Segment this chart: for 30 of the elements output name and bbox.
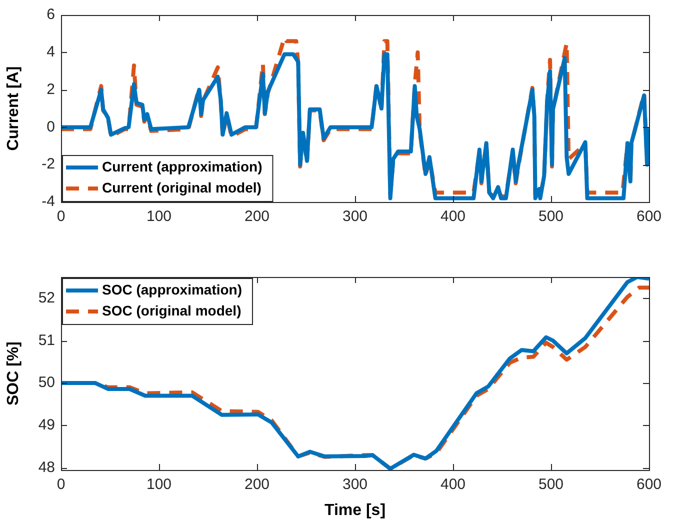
legend-label: SOC (approximation) bbox=[102, 281, 242, 298]
y-tick-label: 49 bbox=[38, 416, 55, 434]
x-tick-label: 100 bbox=[146, 476, 172, 494]
x-tick-label: 600 bbox=[636, 476, 662, 494]
x-tick-label: 400 bbox=[440, 208, 466, 226]
x-axis-title: Time [s] bbox=[324, 502, 386, 519]
x-tick-label: 300 bbox=[342, 476, 368, 494]
y-tick-label: 6 bbox=[46, 6, 55, 24]
y-tick-label: 51 bbox=[38, 332, 55, 349]
legend-label: Current (original model) bbox=[102, 179, 262, 196]
x-tick-label: 500 bbox=[538, 208, 564, 226]
y-tick-label: -4 bbox=[42, 193, 55, 210]
y-tick-label: 0 bbox=[46, 118, 55, 136]
y-tick-label: -2 bbox=[42, 156, 55, 173]
y-tick-label: 50 bbox=[38, 374, 55, 392]
x-tick-label: 100 bbox=[146, 208, 172, 226]
x-tick-label: 400 bbox=[440, 476, 466, 494]
y-axis-title: SOC [%] bbox=[5, 342, 22, 406]
x-tick-label: 200 bbox=[244, 208, 270, 226]
y-tick-label: 4 bbox=[46, 44, 55, 61]
legend-label: SOC (original model) bbox=[102, 302, 242, 318]
x-tick-label: 300 bbox=[342, 208, 368, 226]
y-tick-label: 2 bbox=[46, 80, 55, 98]
x-tick-label: 600 bbox=[636, 208, 662, 226]
y-tick-label: 48 bbox=[38, 459, 55, 476]
x-tick-label: 200 bbox=[244, 476, 270, 494]
x-tick-label: 500 bbox=[538, 476, 564, 494]
y-axis-title: Current [A] bbox=[5, 66, 22, 151]
y-tick-label: 52 bbox=[38, 289, 55, 306]
legend-label: Current (approximation) bbox=[102, 158, 262, 174]
